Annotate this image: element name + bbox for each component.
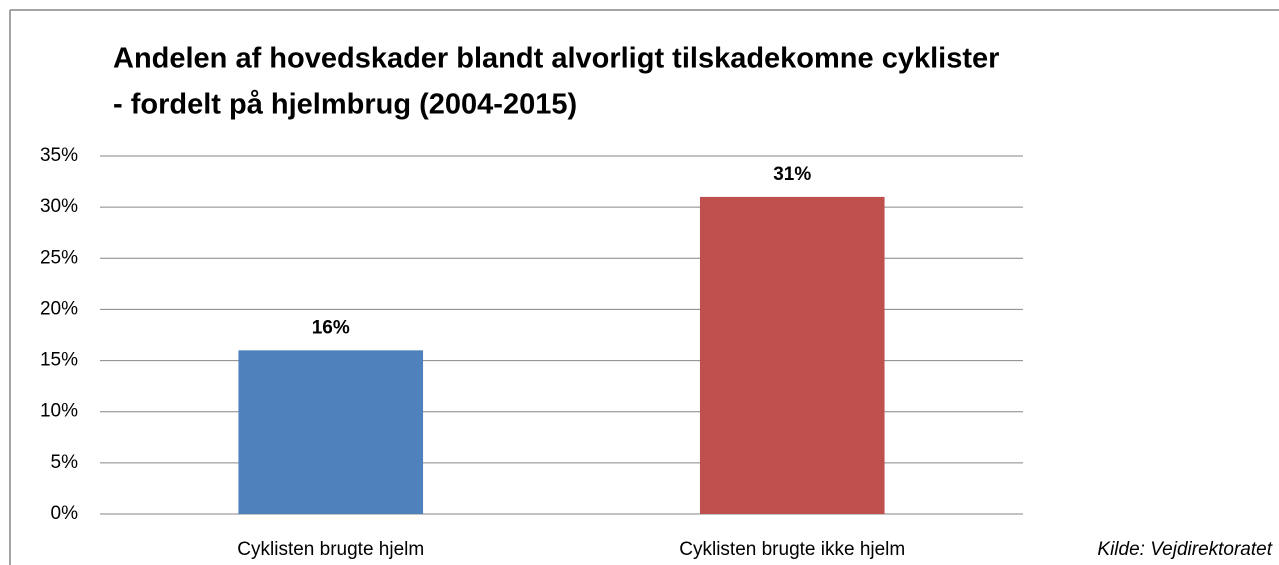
chart-title: Andelen af hovedskader blandt alvorligt …	[113, 43, 999, 75]
bar	[238, 350, 424, 514]
data-label: 16%	[312, 317, 350, 338]
y-tick-label: 0%	[51, 503, 79, 524]
y-tick-label: 20%	[40, 298, 78, 319]
source-note: Kilde: Vejdirektoratet	[1097, 539, 1272, 560]
y-tick-label: 10%	[40, 401, 78, 422]
data-label: 31%	[773, 164, 811, 185]
y-tick-label: 5%	[51, 452, 79, 473]
y-tick-label: 30%	[40, 196, 78, 217]
y-tick-label: 15%	[40, 350, 78, 371]
x-tick-label: Cyklisten brugte ikke hjelm	[679, 539, 905, 560]
y-tick-label: 35%	[40, 145, 78, 166]
x-tick-label: Cyklisten brugte hjelm	[237, 539, 424, 560]
bar	[699, 196, 885, 514]
y-tick-label: 25%	[40, 247, 78, 268]
chart-title: - fordelt på hjelmbrug (2004-2015)	[113, 89, 577, 121]
